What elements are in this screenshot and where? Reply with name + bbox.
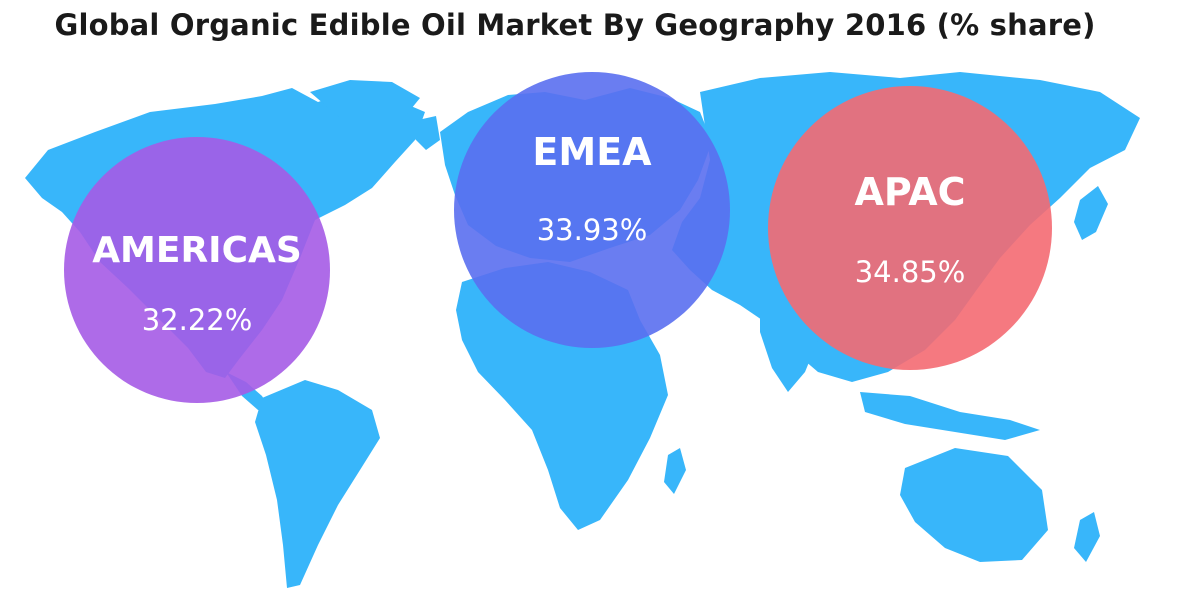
chart-title: Global Organic Edible Oil Market By Geog… [54,8,1096,42]
region-value-emea: 33.93% [537,213,648,247]
landmass-south-america [255,380,380,588]
landmass-greenland [310,80,420,128]
region-name-emea: EMEA [532,130,652,174]
bubble-emea: EMEA 33.93% [454,72,730,348]
region-bubbles: AMERICAS 32.22% EMEA 33.93% APAC 34.85% [64,72,1052,403]
bubble-apac: APAC 34.85% [768,86,1052,370]
landmass-new-zealand [1074,512,1100,562]
landmass-indonesia [860,392,1040,440]
bubble-circle-americas [64,137,330,403]
landmass-india [760,300,818,392]
region-name-apac: APAC [854,170,965,214]
region-name-americas: AMERICAS [92,230,302,271]
region-value-apac: 34.85% [855,255,966,289]
bubble-americas: AMERICAS 32.22% [64,137,330,403]
bubble-circle-apac [768,86,1052,370]
landmass-madagascar [664,448,686,494]
region-value-americas: 32.22% [142,303,253,337]
landmass-australia [900,448,1048,562]
bubble-circle-emea [454,72,730,348]
landmass-japan [1074,186,1108,240]
landmass-uk [414,116,440,150]
